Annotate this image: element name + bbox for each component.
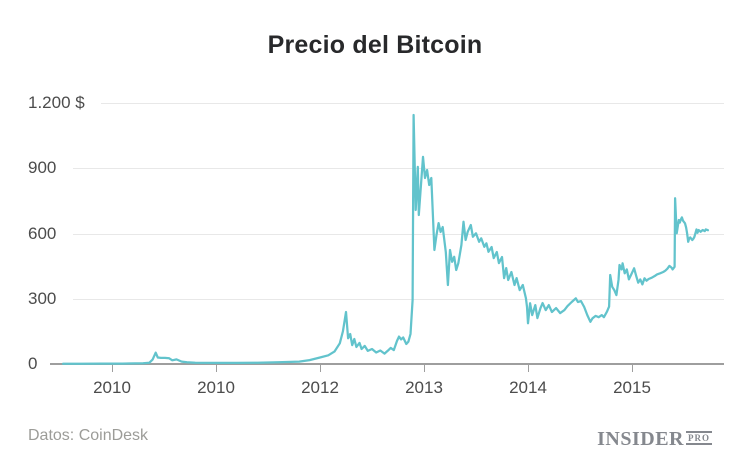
x-tick-label: 2014 — [509, 378, 547, 397]
gridline — [73, 233, 724, 235]
x-tick-mark — [424, 365, 425, 372]
x-tick-label: 2013 — [405, 378, 443, 397]
x-tick-label: 2012 — [301, 378, 339, 397]
chart-title: Precio del Bitcoin — [267, 31, 483, 59]
x-tick-label: 2010 — [93, 378, 131, 397]
data-source-label: Datos: CoinDesk — [28, 427, 149, 444]
gridline — [101, 103, 724, 104]
x-axis-line — [50, 363, 724, 365]
insiderpro-logo: INSIDER PRO — [597, 428, 712, 451]
x-tick-mark — [320, 365, 321, 372]
gridline — [73, 298, 724, 300]
x-tick-mark — [528, 365, 529, 372]
y-tick-label: 300 — [28, 288, 57, 308]
price-line-series — [61, 113, 710, 365]
logo-pro-badge: PRO — [686, 431, 712, 445]
x-tick-label: 2010 — [197, 378, 235, 397]
gridline — [73, 168, 724, 170]
y-tick-label: 600 — [28, 223, 57, 243]
x-tick-mark — [112, 365, 113, 372]
x-tick-mark — [216, 365, 217, 372]
x-tick-label: 2015 — [613, 378, 651, 397]
y-tick-label: 1.200 $ — [28, 93, 85, 112]
logo-text: INSIDER — [597, 428, 684, 450]
y-tick-label: 900 — [28, 158, 57, 178]
y-tick-label: 0 — [28, 354, 38, 373]
x-tick-mark — [632, 365, 633, 372]
